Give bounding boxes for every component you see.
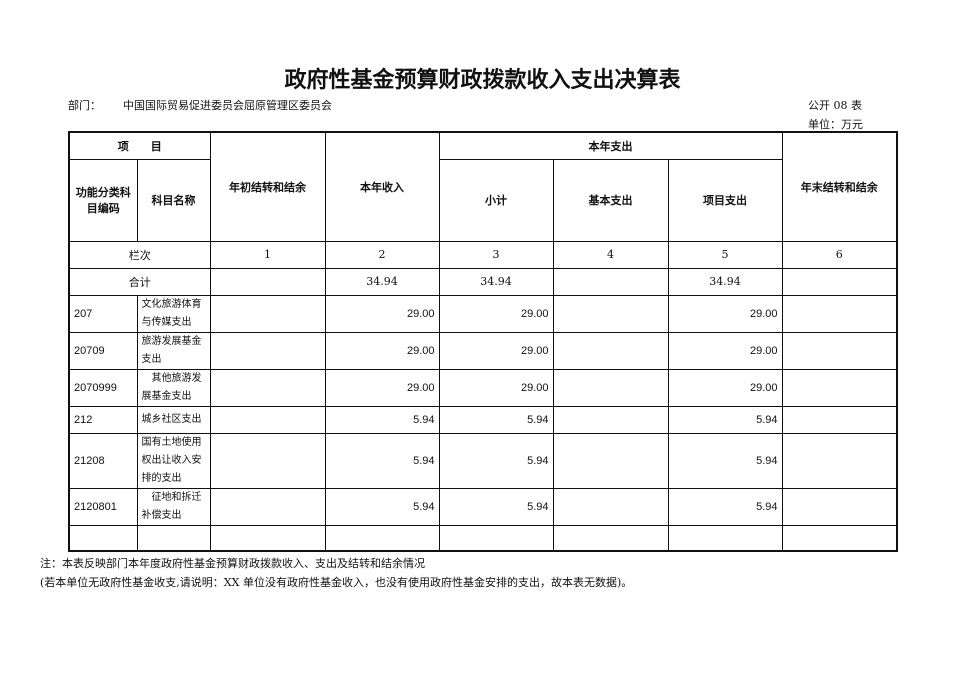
unit-label: 单位：万元 (808, 118, 863, 131)
header-subject-name: 科目名称 (136, 158, 211, 242)
cell (209, 267, 326, 296)
subject-name-cell: 其他旅游发展基金支出 (136, 368, 211, 407)
begin-balance-cell (209, 487, 326, 526)
header-func-code: 功能分类科目编码 (68, 158, 138, 242)
department: 部门： 中国国际贸易促进委员会屈原管理区委员会 (68, 97, 354, 113)
subtotal-cell: 29.00 (438, 331, 554, 370)
func-code-cell: 2120801 (68, 487, 138, 526)
func-code-cell: 207 (68, 294, 138, 333)
begin-balance-cell (209, 368, 326, 407)
income-cell: 29.00 (324, 331, 440, 370)
header-begin-balance: 年初结转和结余 (209, 131, 326, 242)
note-2: (若本单位无政府性基金收支,请说明：XX 单位没有政府性基金收入，也没有使用政府… (40, 576, 633, 589)
subtotal-cell: 5.94 (438, 487, 554, 526)
col-index: 1 (209, 240, 326, 269)
header-income: 本年收入 (324, 131, 440, 242)
end-balance-cell (781, 368, 898, 407)
project-cell: 5.94 (667, 405, 783, 434)
subtotal-cell: 29.00 (438, 294, 554, 333)
total-label: 合计 (68, 267, 211, 296)
end-balance-cell (781, 487, 898, 526)
func-code-cell: 21208 (68, 432, 138, 489)
subject-name-cell: 征地和拆迁补偿支出 (136, 487, 211, 526)
income-cell: 29.00 (324, 294, 440, 333)
col-index: 3 (438, 240, 554, 269)
header-expense: 本年支出 (438, 131, 783, 160)
cell (781, 267, 898, 296)
end-balance-cell (781, 294, 898, 333)
income-cell: 5.94 (324, 487, 440, 526)
basic-cell (552, 368, 669, 407)
cell: 34.94 (324, 267, 440, 296)
func-code-cell: 212 (68, 405, 138, 434)
cell (552, 267, 669, 296)
begin-balance-cell (209, 294, 326, 333)
dept-name: 中国国际贸易促进委员会屈原管理区委员会 (123, 99, 332, 112)
basic-cell (552, 405, 669, 434)
subject-name-cell: 国有土地使用权出让收入安排的支出 (136, 432, 211, 489)
table-code: 公开 08 表 (808, 99, 862, 112)
basic-cell (552, 331, 669, 370)
end-balance-cell (781, 405, 898, 434)
header-basic: 基本支出 (552, 158, 669, 242)
begin-balance-cell (209, 405, 326, 434)
subtotal-cell: 29.00 (438, 368, 554, 407)
dept-label: 部门： (68, 99, 101, 112)
note-1: 注：本表反映部门本年度政府性基金预算财政拨款收入、支出及结转和结余情况 (40, 557, 425, 570)
col-index-label: 栏次 (68, 240, 211, 269)
subtotal-cell: 5.94 (438, 432, 554, 489)
table-row: 20709 旅游发展基金支出 29.00 29.00 29.00 (68, 331, 898, 370)
income-cell: 5.94 (324, 405, 440, 434)
basic-cell (552, 432, 669, 489)
basic-cell (552, 487, 669, 526)
page-title: 政府性基金预算财政拨款收入支出决算表 (284, 68, 681, 93)
col-index: 6 (781, 240, 898, 269)
cell: 34.94 (438, 267, 554, 296)
table-row: 2070999 其他旅游发展基金支出 29.00 29.00 29.00 (68, 368, 898, 407)
subject-name-cell: 文化旅游体育与传媒支出 (136, 294, 211, 333)
col-index: 2 (324, 240, 440, 269)
project-cell: 29.00 (667, 331, 783, 370)
begin-balance-cell (209, 331, 326, 370)
column-index-row: 栏次 1 2 3 4 5 6 (68, 240, 898, 269)
subtotal-cell: 5.94 (438, 405, 554, 434)
project-cell: 29.00 (667, 294, 783, 333)
end-balance-cell (781, 331, 898, 370)
end-balance-cell (781, 432, 898, 489)
table-row: 207 文化旅游体育与传媒支出 29.00 29.00 29.00 (68, 294, 898, 333)
table-row: 21208 国有土地使用权出让收入安排的支出 5.94 5.94 5.94 (68, 432, 898, 489)
begin-balance-cell (209, 432, 326, 489)
func-code-cell: 20709 (68, 331, 138, 370)
empty-row (68, 524, 898, 552)
header-subtotal: 小计 (438, 158, 554, 242)
project-cell: 5.94 (667, 432, 783, 489)
budget-table: 项 目 年初结转和结余 本年收入 本年支出 年末结转和结余 功能分类科目编码 科… (68, 131, 898, 552)
table-row: 2120801 征地和拆迁补偿支出 5.94 5.94 5.94 (68, 487, 898, 526)
cell: 34.94 (667, 267, 783, 296)
project-cell: 5.94 (667, 487, 783, 526)
income-cell: 29.00 (324, 368, 440, 407)
total-row: 合计 34.94 34.94 34.94 (68, 267, 898, 296)
basic-cell (552, 294, 669, 333)
subject-name-cell: 城乡社区支出 (136, 405, 211, 434)
header-end-balance: 年末结转和结余 (781, 131, 898, 242)
header-project: 项目支出 (667, 158, 783, 242)
income-cell: 5.94 (324, 432, 440, 489)
subject-name-cell: 旅游发展基金支出 (136, 331, 211, 370)
table-row: 212 城乡社区支出 5.94 5.94 5.94 (68, 405, 898, 434)
header-item: 项 目 (68, 131, 211, 160)
project-cell: 29.00 (667, 368, 783, 407)
col-index: 4 (552, 240, 669, 269)
col-index: 5 (667, 240, 783, 269)
func-code-cell: 2070999 (68, 368, 138, 407)
